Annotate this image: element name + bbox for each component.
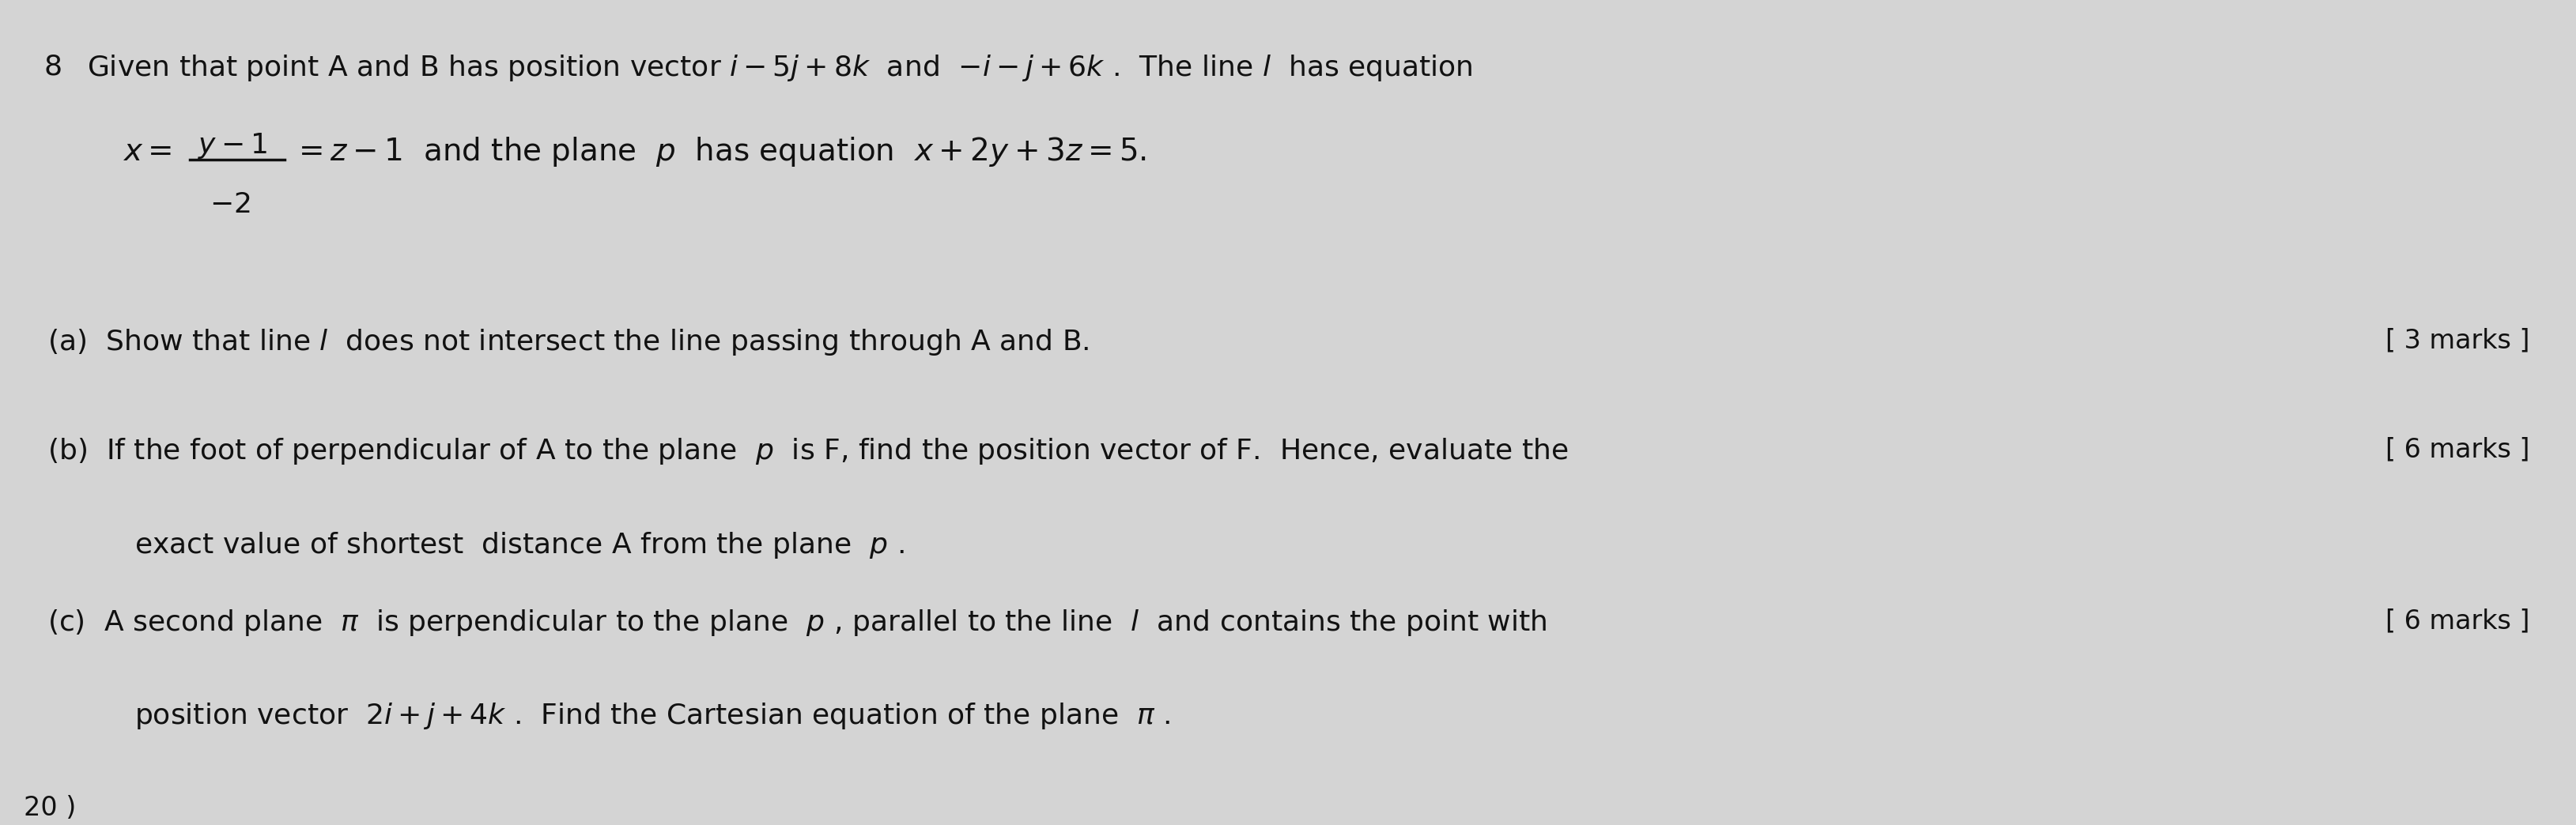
- Text: position vector  $2i + j + 4k$ .  Find the Cartesian equation of the plane  $\pi: position vector $2i + j + 4k$ . Find the…: [134, 701, 1170, 731]
- Text: $x =$: $x =$: [124, 137, 173, 167]
- Text: Given that point A and B has position vector $i - 5j + 8k$  and  $-i - j + 6k$ .: Given that point A and B has position ve…: [88, 53, 1473, 83]
- Text: $= z - 1$  and the plane  $p$  has equation  $x + 2y + 3z = 5.$: $= z - 1$ and the plane $p$ has equation…: [294, 135, 1146, 168]
- Text: [ 3 marks ]: [ 3 marks ]: [2385, 328, 2530, 353]
- Text: [ 6 marks ]: [ 6 marks ]: [2385, 436, 2530, 463]
- Text: [ 6 marks ]: [ 6 marks ]: [2385, 608, 2530, 634]
- Text: (a)  Show that line $l$  does not intersect the line passing through A and B.: (a) Show that line $l$ does not intersec…: [46, 328, 1090, 357]
- Text: 8: 8: [44, 53, 62, 80]
- Text: exact value of shortest  distance A from the plane  $p$ .: exact value of shortest distance A from …: [134, 530, 904, 560]
- Text: $-2$: $-2$: [209, 191, 250, 218]
- Text: (c)  A second plane  $\pi$  is perpendicular to the plane  $p$ , parallel to the: (c) A second plane $\pi$ is perpendicula…: [46, 608, 1548, 638]
- Text: 20 ): 20 ): [23, 794, 77, 821]
- Text: (b)  If the foot of perpendicular of A to the plane  $p$  is F, find the positio: (b) If the foot of perpendicular of A to…: [46, 436, 1569, 466]
- Text: $y - 1$: $y - 1$: [198, 131, 268, 160]
